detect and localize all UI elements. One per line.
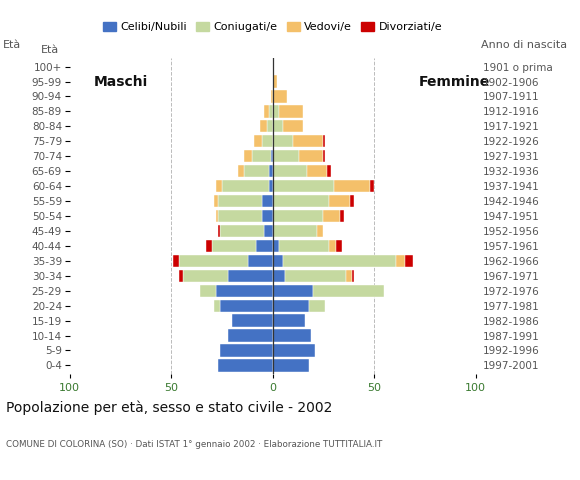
Bar: [273, 314, 305, 327]
Bar: [324, 135, 325, 147]
Bar: [216, 210, 218, 222]
Bar: [206, 240, 212, 252]
Bar: [273, 105, 278, 118]
Bar: [273, 285, 313, 297]
Bar: [232, 314, 273, 327]
Bar: [179, 255, 248, 267]
Bar: [271, 90, 273, 103]
Bar: [273, 90, 287, 103]
Bar: [216, 285, 273, 297]
Legend: Celibi/Nubili, Coniugati/e, Vedovi/e, Divorziati/e: Celibi/Nubili, Coniugati/e, Vedovi/e, Di…: [98, 17, 447, 36]
Bar: [397, 255, 405, 267]
Bar: [329, 195, 350, 207]
Bar: [218, 210, 263, 222]
Bar: [335, 240, 342, 252]
Bar: [351, 270, 354, 282]
Bar: [216, 180, 222, 192]
Bar: [273, 360, 309, 372]
Bar: [273, 135, 293, 147]
Bar: [269, 180, 273, 192]
Bar: [214, 300, 220, 312]
Bar: [228, 270, 273, 282]
Bar: [273, 329, 311, 342]
Bar: [273, 344, 316, 357]
Text: COMUNE DI COLORINA (SO) · Dati ISTAT 1° gennaio 2002 · Elaborazione TUTTITALIA.I: COMUNE DI COLORINA (SO) · Dati ISTAT 1° …: [6, 440, 382, 449]
Bar: [340, 210, 343, 222]
Bar: [264, 225, 273, 237]
Bar: [218, 360, 273, 372]
Bar: [212, 240, 256, 252]
Bar: [309, 300, 325, 312]
Bar: [405, 255, 413, 267]
Bar: [222, 180, 269, 192]
Bar: [218, 195, 263, 207]
Bar: [269, 105, 273, 118]
Bar: [173, 255, 179, 267]
Bar: [313, 285, 385, 297]
Bar: [183, 270, 228, 282]
Bar: [220, 344, 273, 357]
Bar: [263, 210, 273, 222]
Bar: [283, 120, 303, 132]
Bar: [273, 120, 283, 132]
Bar: [238, 165, 244, 177]
Bar: [299, 150, 324, 162]
Bar: [273, 255, 283, 267]
Bar: [256, 240, 273, 252]
Bar: [273, 195, 329, 207]
Bar: [267, 120, 273, 132]
Bar: [263, 135, 273, 147]
Bar: [317, 225, 324, 237]
Bar: [329, 240, 335, 252]
Bar: [350, 195, 354, 207]
Bar: [252, 150, 271, 162]
Bar: [179, 270, 183, 282]
Bar: [269, 165, 273, 177]
Bar: [273, 180, 333, 192]
Bar: [278, 105, 303, 118]
Bar: [220, 300, 273, 312]
Bar: [278, 240, 329, 252]
Bar: [248, 255, 273, 267]
Bar: [293, 135, 324, 147]
Text: Età: Età: [41, 45, 59, 55]
Bar: [273, 165, 307, 177]
Bar: [244, 165, 269, 177]
Bar: [273, 210, 324, 222]
Bar: [273, 150, 299, 162]
Bar: [273, 240, 278, 252]
Bar: [334, 180, 370, 192]
Bar: [285, 270, 346, 282]
Bar: [214, 195, 218, 207]
Bar: [263, 195, 273, 207]
Bar: [228, 329, 273, 342]
Bar: [327, 165, 332, 177]
Text: Età: Età: [3, 40, 21, 50]
Bar: [260, 120, 267, 132]
Bar: [273, 225, 317, 237]
Bar: [273, 270, 285, 282]
Text: Anno di nascita: Anno di nascita: [481, 40, 567, 50]
Bar: [200, 285, 216, 297]
Bar: [271, 150, 273, 162]
Bar: [255, 135, 263, 147]
Bar: [244, 150, 252, 162]
Text: Popolazione per età, sesso e stato civile - 2002: Popolazione per età, sesso e stato civil…: [6, 401, 332, 415]
Bar: [370, 180, 374, 192]
Bar: [324, 210, 340, 222]
Bar: [264, 105, 269, 118]
Bar: [220, 225, 264, 237]
Bar: [324, 150, 325, 162]
Text: Femmine: Femmine: [419, 74, 490, 88]
Bar: [273, 75, 277, 88]
Bar: [307, 165, 327, 177]
Bar: [218, 225, 220, 237]
Text: Maschi: Maschi: [94, 74, 148, 88]
Bar: [346, 270, 351, 282]
Bar: [283, 255, 397, 267]
Bar: [273, 300, 309, 312]
